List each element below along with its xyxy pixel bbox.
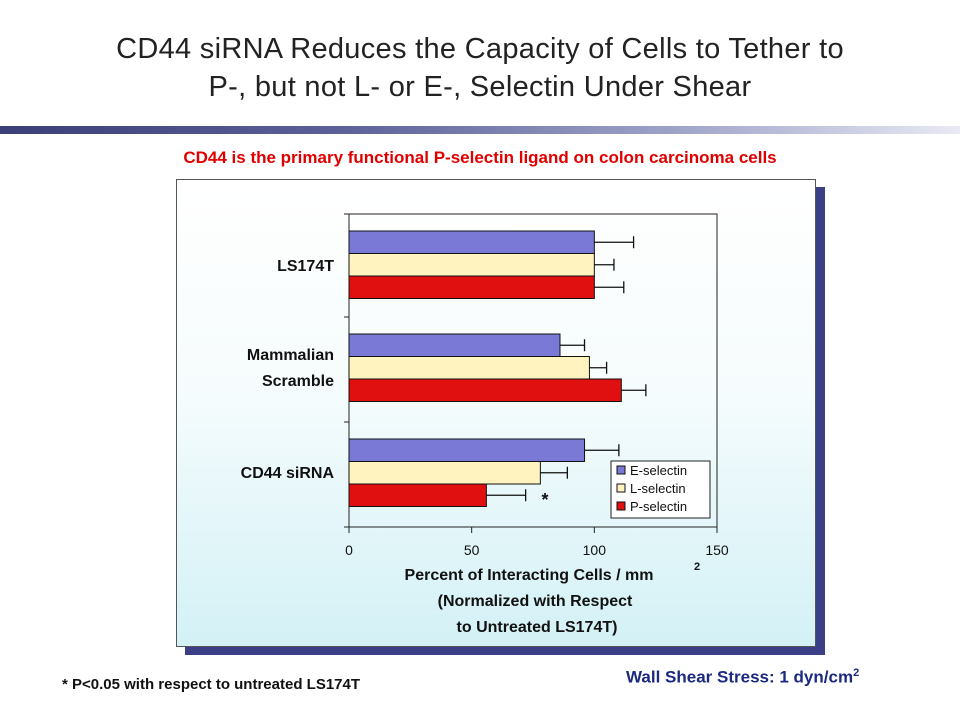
slide-subtitle: CD44 is the primary functional P-selecti… (183, 148, 777, 167)
category-label: LS174T (277, 258, 334, 275)
bar (348, 253, 595, 277)
bar (348, 230, 595, 254)
wall-shear-stress: Wall Shear Stress: 1 dyn/cm2 (626, 667, 859, 688)
bar (348, 356, 590, 380)
category-label: Scramble (262, 373, 334, 390)
title-line-2: P-, but not L- or E-, Selectin Under She… (208, 71, 752, 103)
title-line-1: CD44 siRNA Reduces the Capacity of Cells… (116, 33, 844, 65)
footnote: * P<0.05 with respect to untreated LS174… (62, 676, 361, 693)
legend-label: L-selectin (630, 481, 686, 496)
significance-marker: * (541, 490, 548, 510)
bar (348, 483, 487, 507)
legend-box (610, 460, 711, 519)
bar (348, 378, 622, 402)
x-tick-label: 0 (345, 542, 353, 558)
wall-shear-text: Wall Shear Stress: 1 dyn/cm (626, 667, 854, 687)
x-tick-label: 100 (583, 542, 607, 558)
category-label: Mammalian (247, 347, 334, 364)
x-tick-label: 50 (464, 542, 480, 558)
category-label: CD44 siRNA (241, 465, 335, 482)
x-tick-label: 150 (705, 542, 729, 558)
bar (348, 438, 586, 462)
x-axis-label-sup: 2 (694, 561, 700, 573)
x-axis-label-line3: to Untreated LS174T) (457, 619, 618, 636)
x-axis-label-line2: (Normalized with Respect (438, 593, 633, 610)
legend-label: E-selectin (630, 463, 687, 478)
legend-swatch (616, 501, 626, 511)
title-divider (0, 126, 960, 134)
legend-swatch (616, 483, 626, 493)
bar (348, 461, 541, 485)
bar (348, 275, 595, 299)
legend-label: P-selectin (630, 499, 687, 514)
wall-shear-sup: 2 (853, 667, 860, 679)
x-axis-label-line1: Percent of Interacting Cells / mm (405, 567, 654, 584)
slide-title: CD44 siRNA Reduces the Capacity of Cells… (0, 30, 960, 106)
bar (348, 333, 561, 357)
legend-swatch (616, 465, 626, 475)
